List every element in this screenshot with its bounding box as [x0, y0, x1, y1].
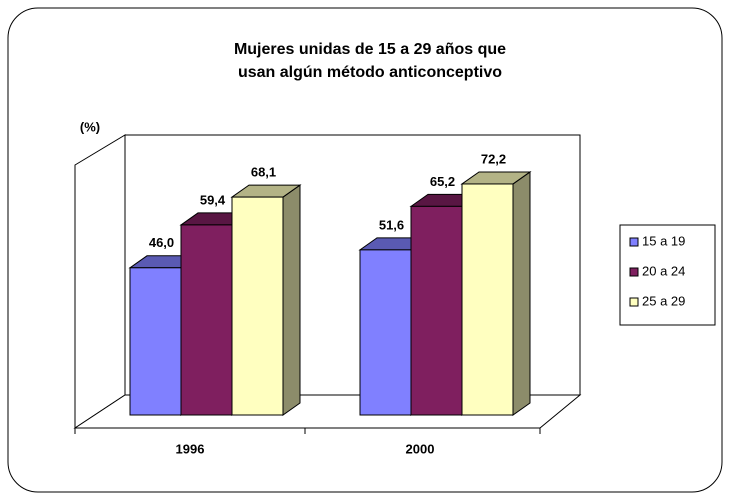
bar-front — [180, 224, 233, 416]
bar-front — [410, 205, 463, 416]
side-wall — [74, 134, 126, 429]
value-label: 72,2 — [481, 151, 506, 166]
bar — [460, 170, 532, 416]
x-tick-label: 1996 — [176, 441, 205, 456]
bar-front — [129, 267, 182, 416]
legend-swatch — [629, 237, 639, 247]
bar-side — [512, 170, 531, 416]
x-tick-label: 2000 — [406, 441, 435, 456]
bar-front — [461, 183, 514, 416]
value-label: 68,1 — [251, 165, 276, 180]
legend-label: 20 a 24 — [642, 263, 685, 278]
value-label: 46,0 — [149, 235, 174, 250]
chart-title: Mujeres unidas de 15 a 29 años que — [234, 41, 506, 58]
value-label: 51,6 — [379, 217, 404, 232]
y-axis-label: (%) — [80, 119, 100, 134]
legend-swatch — [629, 267, 639, 277]
value-label: 65,2 — [430, 174, 455, 189]
bar-side — [282, 184, 301, 416]
bar-front — [231, 196, 284, 416]
chart-title: usan algún método anticonceptivo — [238, 64, 502, 81]
value-label: 59,4 — [200, 192, 226, 207]
legend-label: 15 a 19 — [642, 233, 685, 248]
bar-front — [359, 249, 412, 416]
legend-label: 25 a 29 — [642, 293, 685, 308]
legend-swatch — [629, 297, 639, 307]
bar — [230, 184, 302, 416]
